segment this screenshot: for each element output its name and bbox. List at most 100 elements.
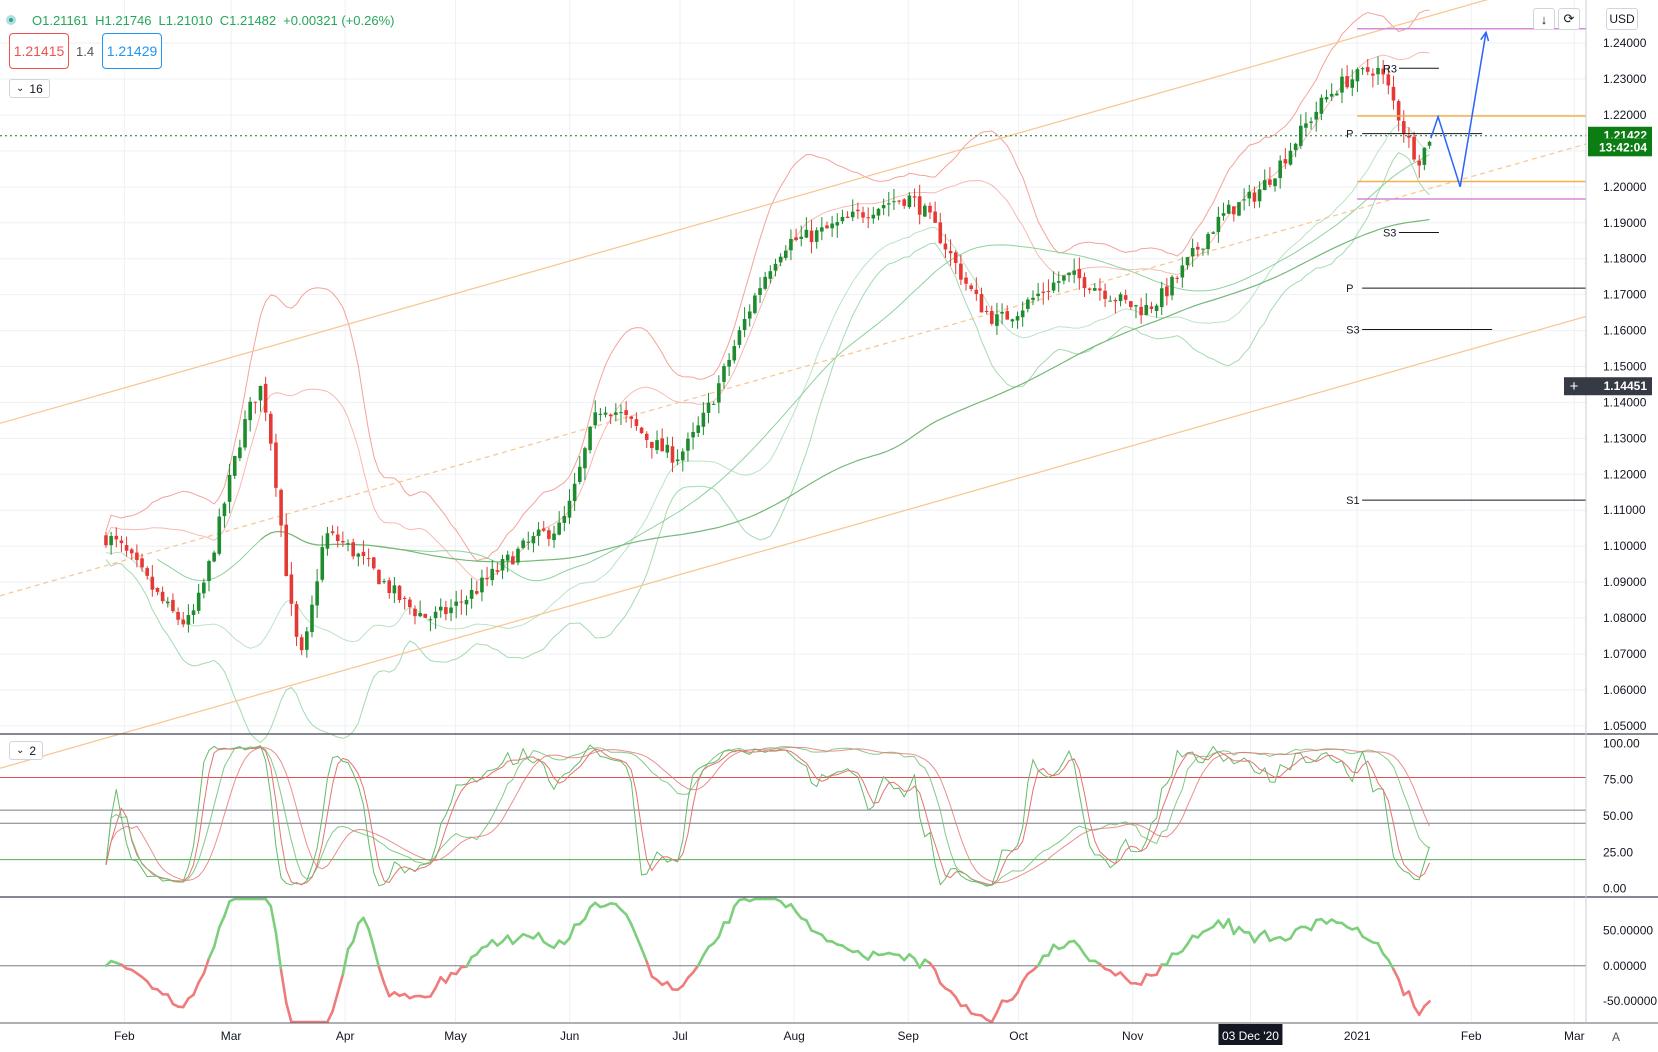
candle-body: [603, 412, 608, 415]
fullscreen-icon[interactable]: ⟳: [1558, 8, 1580, 30]
momentum-segment: [264, 897, 273, 908]
x-tick-label: Jun: [560, 1029, 579, 1043]
candle-body: [629, 416, 634, 419]
candle-body: [902, 199, 907, 206]
candle-body: [135, 552, 139, 561]
momentum-segment: [1021, 972, 1030, 983]
momentum-segment: [362, 916, 370, 931]
candle-body: [1134, 305, 1138, 307]
candle-body: [1149, 306, 1154, 309]
candle-body: [459, 601, 464, 603]
candle-body: [196, 592, 201, 611]
candle-body: [1077, 269, 1082, 279]
y-tick-label: 1.05000: [1603, 719, 1647, 733]
momentum-segment: [331, 991, 340, 1013]
y-tick-label: 1.24000: [1603, 36, 1647, 50]
momentum-segment: [1392, 967, 1400, 981]
sell-button[interactable]: 1.21415: [9, 33, 69, 69]
buy-button[interactable]: 1.21429: [102, 33, 162, 69]
candle-body: [799, 236, 804, 239]
momentum-segment: [1309, 918, 1318, 932]
oscillators-toggle[interactable]: ⌄ 2: [9, 741, 44, 760]
momentum-segment: [367, 927, 376, 949]
candle-body: [1329, 93, 1334, 97]
momentum-segment: [1376, 942, 1385, 956]
candle-body: [1350, 79, 1355, 88]
candle-body: [717, 383, 721, 403]
momentum-segment: [645, 960, 654, 978]
arrow-down-icon[interactable]: ↓: [1533, 8, 1555, 30]
momentum-segment: [933, 968, 942, 985]
spread-value: 1.4: [76, 44, 95, 59]
momentum-segment: [444, 971, 453, 984]
candle-body: [1036, 293, 1040, 297]
x-tick-label: Apr: [336, 1029, 355, 1043]
candle-body: [856, 209, 860, 212]
momentum-segment: [1397, 978, 1406, 997]
candle-body: [212, 552, 216, 562]
pivot-label: S3: [1346, 324, 1359, 336]
candle-body: [495, 570, 500, 572]
y-tick-label: 1.14000: [1603, 395, 1647, 409]
open-value: O1.21161: [32, 12, 89, 28]
candle-body: [696, 425, 701, 433]
y-tick-label: 1.18000: [1603, 252, 1647, 266]
upper-band-outer: [105, 9, 1430, 562]
y-tick-label: 1.10000: [1603, 539, 1647, 553]
candle-body: [1180, 265, 1185, 278]
momentum-segment: [1217, 919, 1225, 929]
candle-body: [238, 447, 242, 459]
osc-tick-label: 0.00: [1603, 882, 1627, 896]
candle-body: [1257, 189, 1262, 202]
candle-body: [341, 540, 345, 543]
momentum-segment: [217, 914, 226, 929]
candle-body: [165, 601, 170, 604]
candle-body: [655, 440, 659, 451]
candle-body: [505, 554, 510, 561]
momentum-segment: [212, 926, 221, 949]
candle-body: [1247, 191, 1252, 199]
candle-body: [263, 383, 268, 413]
momentum-segment: [537, 931, 546, 944]
momentum-segment: [506, 934, 515, 946]
crosshair-icon: +: [1570, 378, 1579, 395]
candle-body: [804, 229, 809, 238]
momentum-segment: [465, 955, 473, 969]
momentum-segment: [928, 961, 937, 972]
momentum-segment: [1423, 1000, 1431, 1008]
momentum-segment: [326, 1009, 334, 1024]
candle-body: [1273, 178, 1277, 187]
candle-body: [516, 548, 520, 563]
candle-body: [1391, 86, 1396, 101]
lower-band-inner: [105, 123, 1430, 649]
momentum-segment: [1083, 953, 1091, 963]
candle-body: [1062, 275, 1066, 281]
candle-body: [464, 599, 469, 605]
indicators-count: 16: [29, 81, 43, 96]
auto-scale-button[interactable]: A: [1612, 1030, 1621, 1044]
momentum-segment: [990, 1010, 999, 1024]
candle-body: [1232, 206, 1236, 215]
candle-body: [268, 413, 273, 444]
price-label-bg: [1588, 138, 1652, 157]
lower-band-outer: [105, 152, 1430, 744]
candle-body: [722, 366, 726, 382]
candle-body: [1278, 160, 1282, 179]
candle-body: [912, 196, 917, 198]
candle-body: [943, 243, 948, 250]
candle-body: [1211, 232, 1216, 234]
candle-body: [876, 208, 881, 216]
pivot-label: P: [1346, 129, 1353, 141]
momentum-segment: [732, 898, 741, 908]
candle-body: [1288, 150, 1293, 165]
candle-body: [1226, 204, 1231, 214]
currency-button[interactable]: USD: [1606, 8, 1638, 30]
candle-body: [778, 256, 783, 263]
indicators-toggle[interactable]: ⌄ 16: [9, 79, 50, 98]
candle-body: [706, 402, 711, 413]
momentum-segment: [702, 945, 710, 957]
candle-body: [547, 530, 551, 539]
candle-body: [835, 222, 840, 226]
momentum-segment: [1227, 917, 1236, 936]
